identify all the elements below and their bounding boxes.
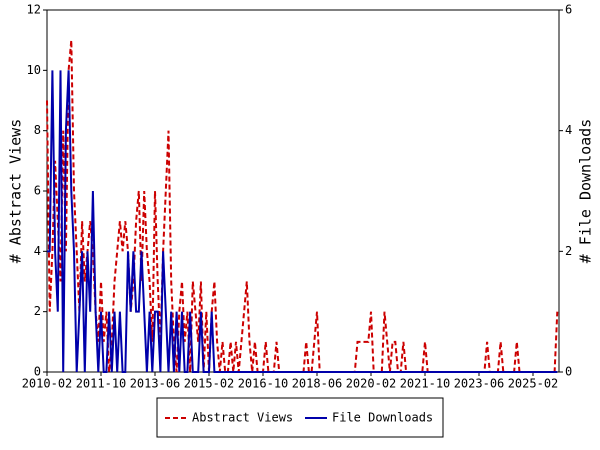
y-tick-label: 6 bbox=[34, 184, 41, 198]
y-tick-label: 4 bbox=[34, 244, 41, 258]
x-tick-label: 2018-06 bbox=[292, 377, 343, 391]
series-line bbox=[47, 70, 558, 373]
y-tick-label: 2 bbox=[34, 304, 41, 318]
y2-tick-label: 4 bbox=[565, 123, 572, 137]
legend-label: Abstract Views bbox=[192, 411, 293, 425]
y2-axis-title: # File Downloads bbox=[577, 119, 595, 264]
legend-label: File Downloads bbox=[332, 411, 433, 425]
y-tick-label: 10 bbox=[27, 63, 41, 77]
x-tick-label: 2025-02 bbox=[508, 377, 559, 391]
y2-tick-label: 0 bbox=[565, 365, 572, 379]
x-tick-label: 2021-10 bbox=[400, 377, 451, 391]
legend-box bbox=[156, 397, 444, 438]
y-tick-label: 12 bbox=[27, 3, 41, 17]
y-axis-title: # Abstract Views bbox=[7, 119, 25, 264]
y2-tick-label: 6 bbox=[565, 3, 572, 17]
x-tick-label: 2020-02 bbox=[346, 377, 397, 391]
x-tick-label: 2015-02 bbox=[184, 377, 235, 391]
y2-tick-label: 2 bbox=[565, 244, 572, 258]
x-tick-label: 2016-10 bbox=[238, 377, 289, 391]
y-tick-label: 8 bbox=[34, 123, 41, 137]
x-tick-label: 2011-10 bbox=[76, 377, 127, 391]
y-tick-label: 0 bbox=[34, 365, 41, 379]
plot-frame bbox=[46, 9, 560, 373]
x-tick-label: 2013-06 bbox=[130, 377, 181, 391]
x-tick-label: 2023-06 bbox=[454, 377, 505, 391]
x-tick-label: 2010-02 bbox=[22, 377, 73, 391]
